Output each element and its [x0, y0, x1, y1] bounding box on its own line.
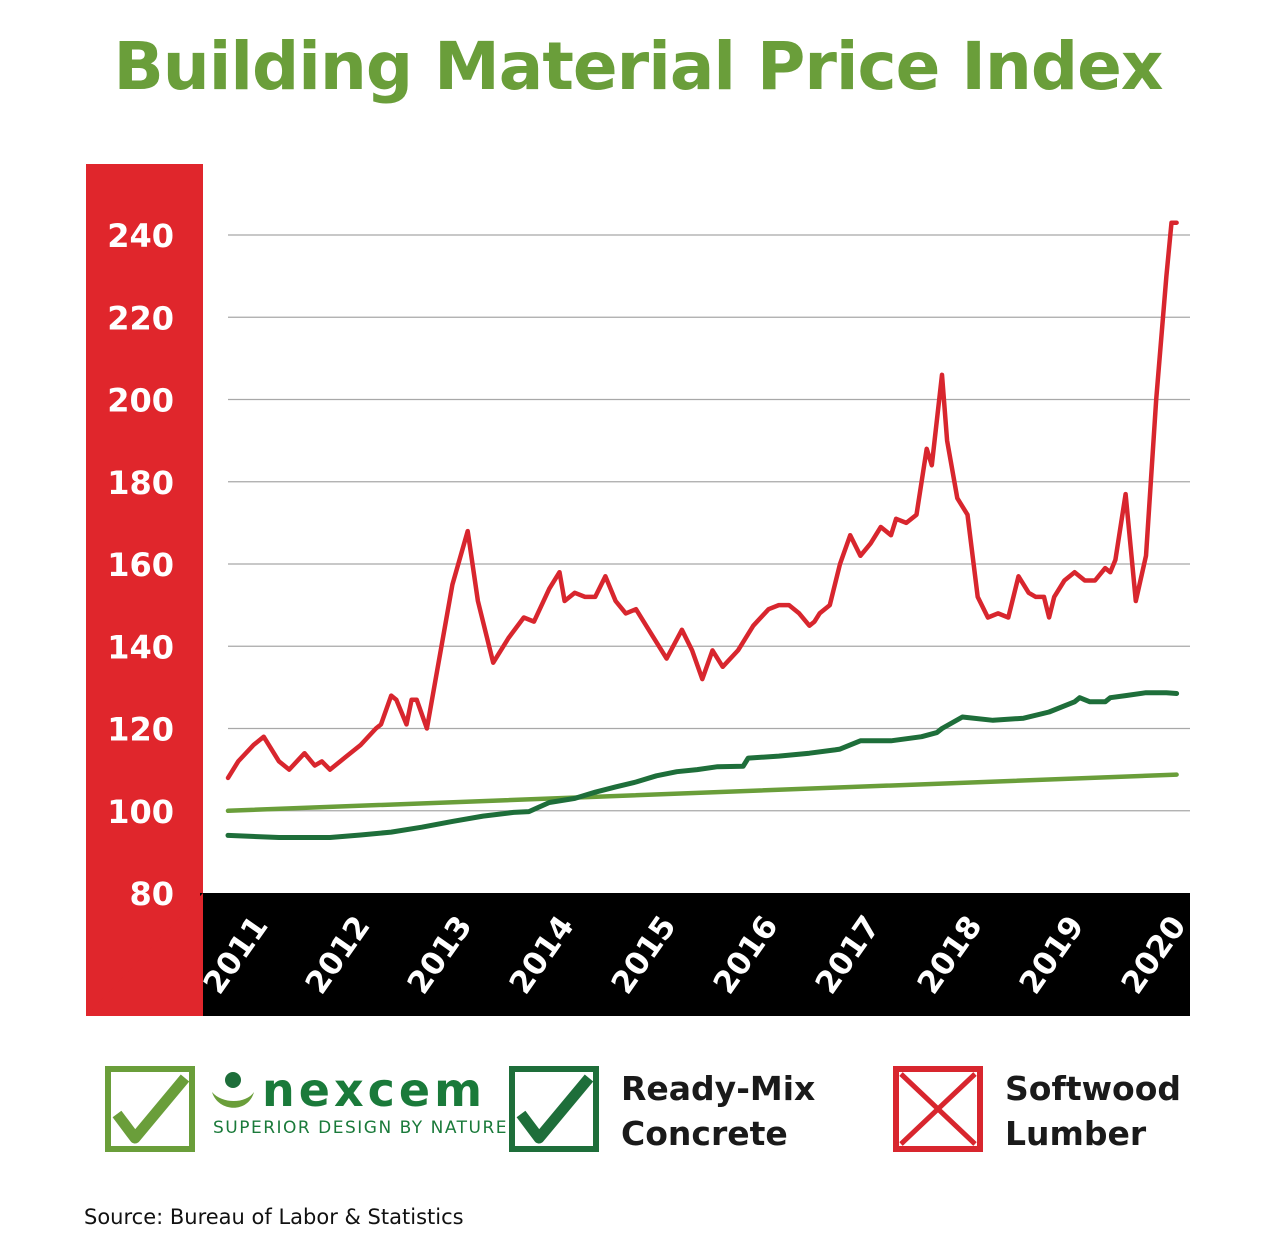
y-tick-label: 220	[107, 299, 174, 337]
y-tick-label: 140	[107, 628, 174, 666]
brand-name: nexcem	[262, 1063, 487, 1117]
nexcem-leaf-icon	[212, 1072, 254, 1108]
y-tick-labels: 80 100 120 140 160 180 200 220 240	[107, 217, 174, 913]
legend-lumber-line-2: Lumber	[1005, 1114, 1147, 1153]
gridlines	[228, 234, 1190, 812]
y-tick-label: 160	[107, 546, 174, 584]
legend-concrete-line-2: Concrete	[621, 1114, 788, 1153]
series-line-lumber	[225, 220, 1179, 781]
x-axis-band	[200, 893, 1190, 1016]
axis-corner	[86, 893, 203, 1016]
y-axis-band	[86, 164, 203, 1016]
legend-concrete-label: Ready-Mix Concrete	[621, 1066, 815, 1156]
series-line-concrete	[225, 690, 1180, 840]
legend-lumber-label: Softwood Lumber	[1005, 1066, 1181, 1156]
legend-lumber-cross-icon	[893, 1066, 983, 1152]
series-lines	[225, 220, 1180, 840]
y-tick-label: 240	[107, 217, 174, 255]
legend-nexcem-check-icon	[105, 1066, 195, 1152]
y-tick-label: 180	[107, 464, 174, 502]
y-tick-label: 200	[107, 382, 174, 420]
series-line-nexcem	[225, 772, 1179, 814]
chart-title: Building Material Price Index	[113, 28, 1164, 105]
legend-concrete-line-1: Ready-Mix	[621, 1069, 816, 1108]
legend-lumber-line-1: Softwood	[1005, 1069, 1182, 1108]
y-tick-label: 80	[129, 875, 174, 913]
legend-concrete-check-icon	[509, 1066, 599, 1152]
y-tick-label: 100	[107, 793, 174, 831]
brand-tagline: SUPERIOR DESIGN BY NATURE	[213, 1118, 509, 1138]
y-tick-label: 120	[107, 711, 174, 749]
source-note: Source: Bureau of Labor & Statistics	[84, 1205, 464, 1229]
